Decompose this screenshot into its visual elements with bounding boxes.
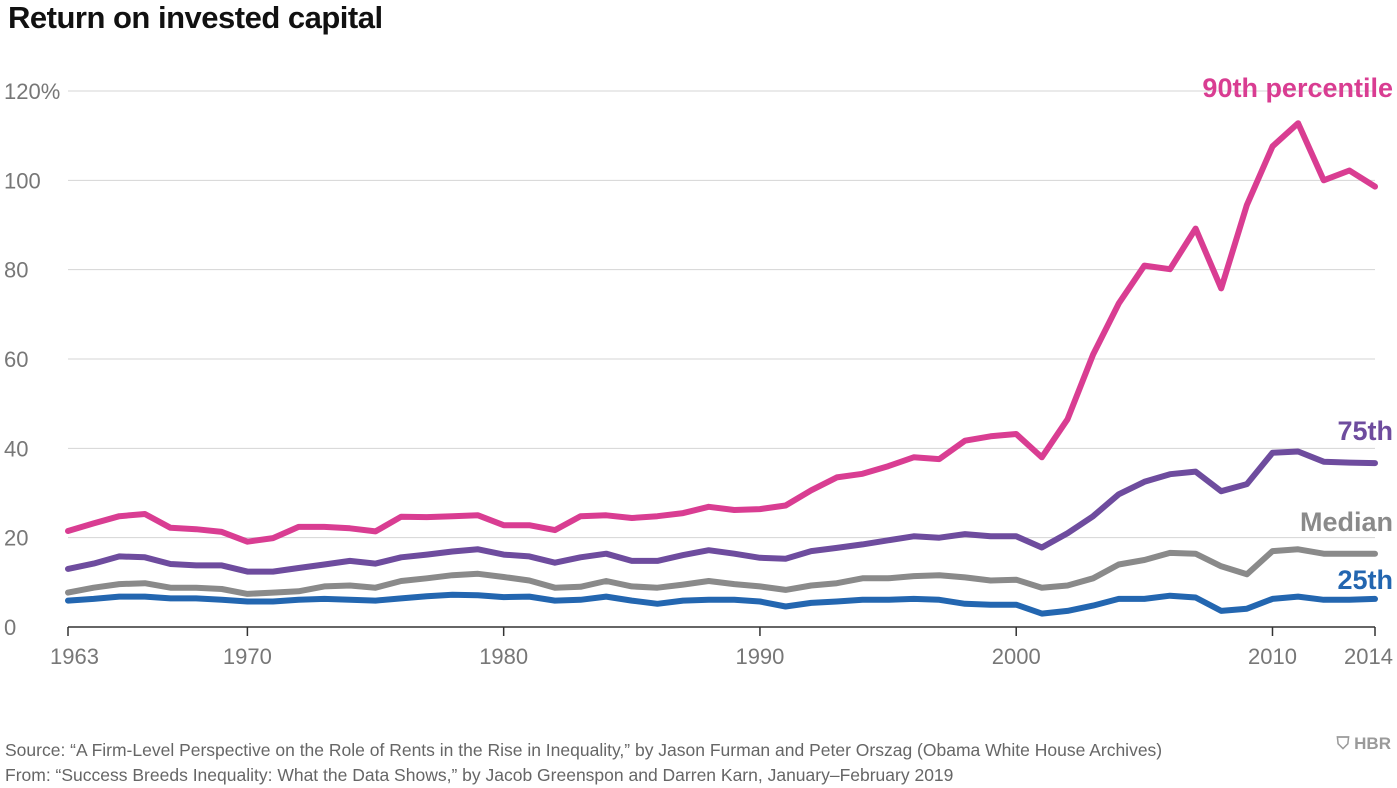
y-tick-label: 120%	[4, 79, 60, 104]
series-25th-label: 25th	[1337, 565, 1393, 595]
shield-icon: ⛉	[1336, 734, 1350, 753]
source-line-2: From: “Success Breeds Inequality: What t…	[5, 765, 954, 785]
x-tick-label: 2014	[1344, 644, 1393, 669]
line-chart: 0 20 40 60 80 100 120% 1963 1970 1980 1990 2000 201…	[4, 73, 1393, 669]
y-tick-label: 0	[4, 615, 16, 640]
x-tick-label: 2000	[992, 644, 1041, 669]
series-median-label: Median	[1300, 507, 1393, 537]
y-tick-label: 100	[4, 168, 41, 193]
y-tick-label: 80	[4, 258, 28, 283]
series-lines	[65, 120, 1378, 617]
series-75th-label: 75th	[1337, 416, 1393, 446]
hbr-logo: ⛉ HBR	[1337, 734, 1391, 754]
source-line-1: Source: “A Firm-Level Perspective on the…	[5, 740, 1163, 760]
series-90th-percentile-label: 90th percentile	[1202, 73, 1393, 103]
chart-title: Return on invested capital	[8, 0, 383, 35]
series-median-line	[65, 546, 1378, 597]
x-axis-tick-labels: 1963 1970 1980 1990 2000 2010 2014	[50, 627, 1393, 669]
series-75th-line	[65, 448, 1378, 575]
y-tick-label: 20	[4, 526, 28, 551]
gridlines	[68, 90, 1375, 628]
x-tick-label: 2010	[1248, 644, 1297, 669]
series-labels: 90th percentile 75th Median 25th	[1202, 73, 1393, 595]
y-axis-tick-labels: 0 20 40 60 80 100 120%	[4, 79, 60, 640]
source-note: Source: “A Firm-Level Perspective on the…	[5, 738, 1162, 788]
y-tick-label: 40	[4, 436, 28, 461]
y-tick-label: 60	[4, 347, 28, 372]
x-tick-label: 1990	[735, 644, 784, 669]
logo-text: HBR	[1354, 734, 1391, 753]
x-tick-label: 1980	[479, 644, 528, 669]
series-25th-line	[65, 591, 1378, 617]
x-tick-label: 1963	[50, 644, 99, 669]
x-tick-label: 1970	[223, 644, 272, 669]
series-90th-percentile-line	[65, 120, 1378, 545]
